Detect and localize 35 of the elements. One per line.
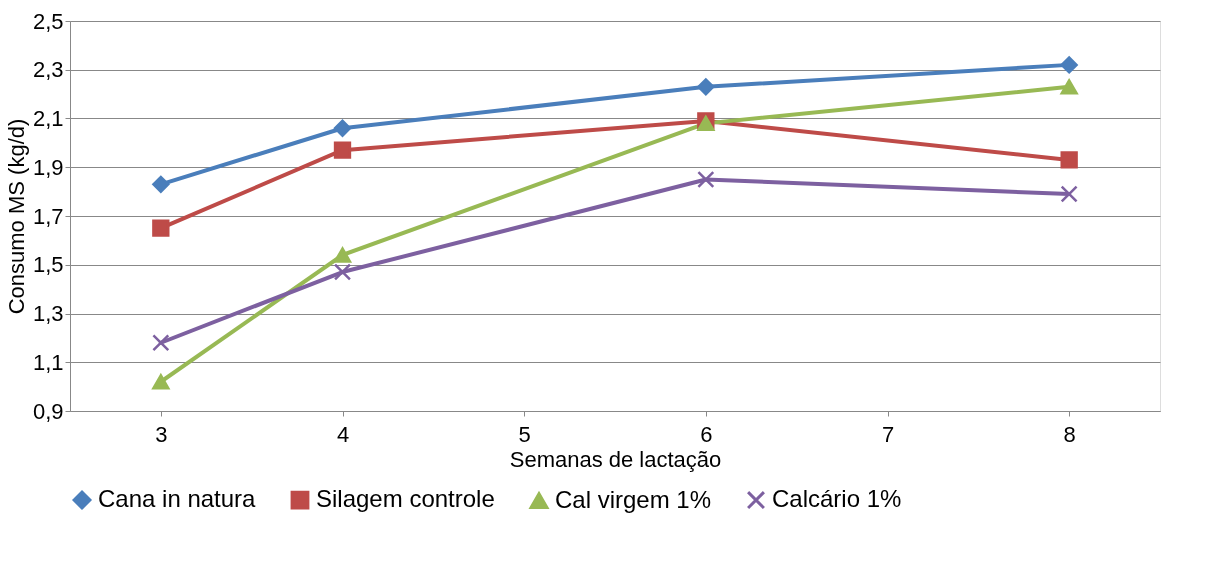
y-tick-label: 0,9: [32, 398, 64, 424]
point: [1060, 151, 1078, 169]
point: [333, 141, 352, 159]
legend-label: Cal virgem 1%: [555, 485, 712, 513]
point: [1060, 185, 1078, 203]
point: [697, 78, 715, 96]
x-tick-label: 8: [1063, 421, 1076, 447]
x-tick-label: 7: [881, 421, 895, 447]
point: [1060, 79, 1078, 95]
x-tick-label: 3: [155, 421, 168, 447]
point: [152, 374, 170, 390]
y-axis-title: Consumo MS (kg/d): [3, 118, 29, 315]
y-tick-label: 1,9: [32, 154, 64, 180]
y-tick-label: 2,1: [32, 106, 64, 131]
y-tick-label: 2,3: [32, 57, 64, 83]
point: [333, 263, 352, 281]
point: [152, 219, 170, 237]
point: [152, 334, 170, 352]
x-tick-label: 5: [518, 421, 531, 447]
point: [152, 175, 170, 193]
x-tick-label: 6: [700, 421, 713, 447]
x-tick-label: 4: [336, 421, 350, 447]
y-tick-label: 1,5: [32, 252, 64, 278]
point: [1060, 56, 1078, 74]
y-tick-label: 1,7: [32, 203, 64, 229]
y-tick-label: 2,5: [32, 8, 64, 34]
point: [333, 247, 352, 263]
y-tick-label: 1,3: [32, 301, 64, 326]
legend-label: Silagem controle: [316, 485, 495, 513]
legend-label: Calcário 1%: [772, 485, 902, 513]
x-axis-title: Semanas de lactação: [509, 446, 722, 472]
y-tick-label: 1,1: [32, 349, 64, 375]
legend-label: Cana in natura: [98, 485, 257, 513]
point: [697, 170, 715, 189]
point: [333, 119, 352, 137]
